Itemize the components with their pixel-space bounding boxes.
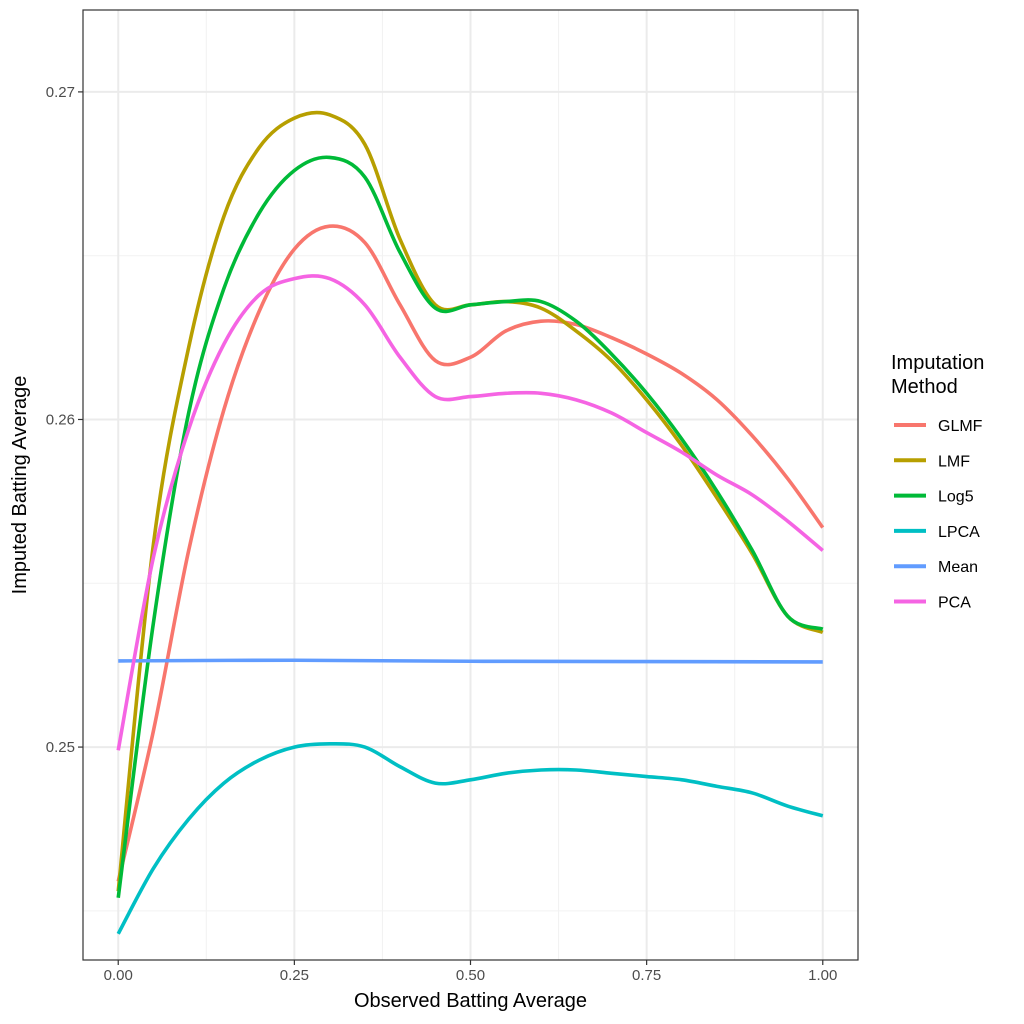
legend-label-log5: Log5 — [938, 489, 974, 506]
y-tick-label: 0.26 — [46, 411, 75, 428]
y-axis-title: Imputed Batting Average — [9, 376, 31, 595]
series-line-pca — [116, 274, 824, 751]
series-line-glmf — [116, 224, 825, 882]
x-tick-label: 0.25 — [280, 967, 309, 984]
x-tick-label: 0.50 — [456, 967, 485, 984]
y-axis: 0.25 0.26 0.27 — [46, 84, 83, 756]
legend-label-pca: PCA — [938, 595, 971, 612]
legend-label-glmf: GLMF — [938, 418, 983, 435]
x-tick-label: 0.00 — [104, 967, 133, 984]
legend-label-mean: Mean — [938, 559, 978, 576]
legend-items: GLMF LMF Log5 LPCA Mean PCA — [894, 418, 983, 612]
legend: Imputation Method GLMF LMF Log5 LPCA Mean PCA — [891, 352, 984, 612]
series-line-mean — [118, 658, 823, 664]
legend-title-line1: Imputation — [891, 352, 984, 374]
x-tick-label: 1.00 — [808, 967, 837, 984]
legend-label-lpca: LPCA — [938, 524, 980, 541]
legend-label-lmf: LMF — [938, 453, 970, 470]
series-line-lpca — [116, 741, 824, 935]
legend-title-line2: Method — [891, 376, 958, 398]
x-axis-title: Observed Batting Average — [354, 990, 587, 1012]
x-axis: 0.00 0.25 0.50 0.75 1.00 — [104, 960, 837, 984]
y-tick-label: 0.25 — [46, 739, 75, 756]
x-tick-label: 0.75 — [632, 967, 661, 984]
series-line-lmf — [116, 110, 824, 892]
series-lines — [116, 110, 825, 935]
y-tick-label: 0.27 — [46, 84, 75, 101]
